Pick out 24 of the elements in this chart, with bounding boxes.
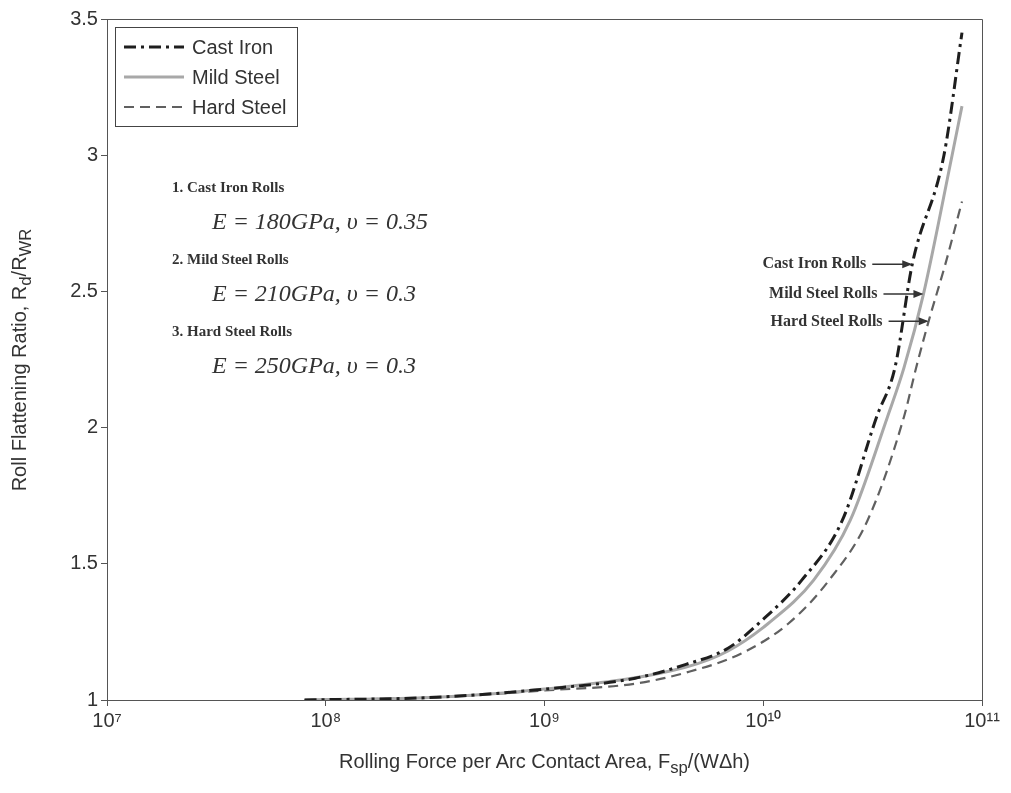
y-tick-label: 3.5 bbox=[70, 6, 98, 29]
y-tick-label: 1.5 bbox=[70, 551, 98, 574]
annotation: Mild Steel Rolls bbox=[769, 284, 878, 302]
x-tick-label: 10¹¹ bbox=[964, 708, 1001, 731]
annotation: E = 250GPa, υ = 0.3 bbox=[212, 351, 418, 380]
annotation: 3. Hard Steel Rolls bbox=[172, 322, 293, 341]
annotation: Hard Steel Rolls bbox=[770, 311, 883, 329]
x-tick-label: 10⁸ bbox=[310, 708, 342, 731]
x-tick-label: 10⁹ bbox=[529, 708, 560, 731]
y-tick-label: 3 bbox=[86, 142, 98, 165]
legend-label: Cast Iron bbox=[192, 35, 274, 59]
legend-label: Hard Steel bbox=[192, 95, 287, 119]
y-tick-label: 1 bbox=[86, 687, 98, 710]
x-tick-label: 10⁷ bbox=[92, 708, 122, 731]
legend-label: Mild Steel bbox=[192, 65, 280, 89]
annotation: E = 210GPa, υ = 0.3 bbox=[212, 279, 418, 308]
y-tick-label: 2 bbox=[86, 415, 98, 438]
annotation: 1. Cast Iron Rolls bbox=[172, 178, 286, 197]
annotation: 2. Mild Steel Rolls bbox=[172, 250, 290, 269]
annotation: Cast Iron Rolls bbox=[762, 254, 867, 272]
x-tick-label: 10¹⁰ bbox=[745, 708, 782, 731]
x-axis-title: Rolling Force per Arc Contact Area, F$_{sp}$/(WΔh) bbox=[337, 750, 752, 778]
y-tick-label: 2.5 bbox=[70, 278, 98, 301]
annotation: E = 180GPa, υ = 0.35 bbox=[212, 207, 429, 236]
